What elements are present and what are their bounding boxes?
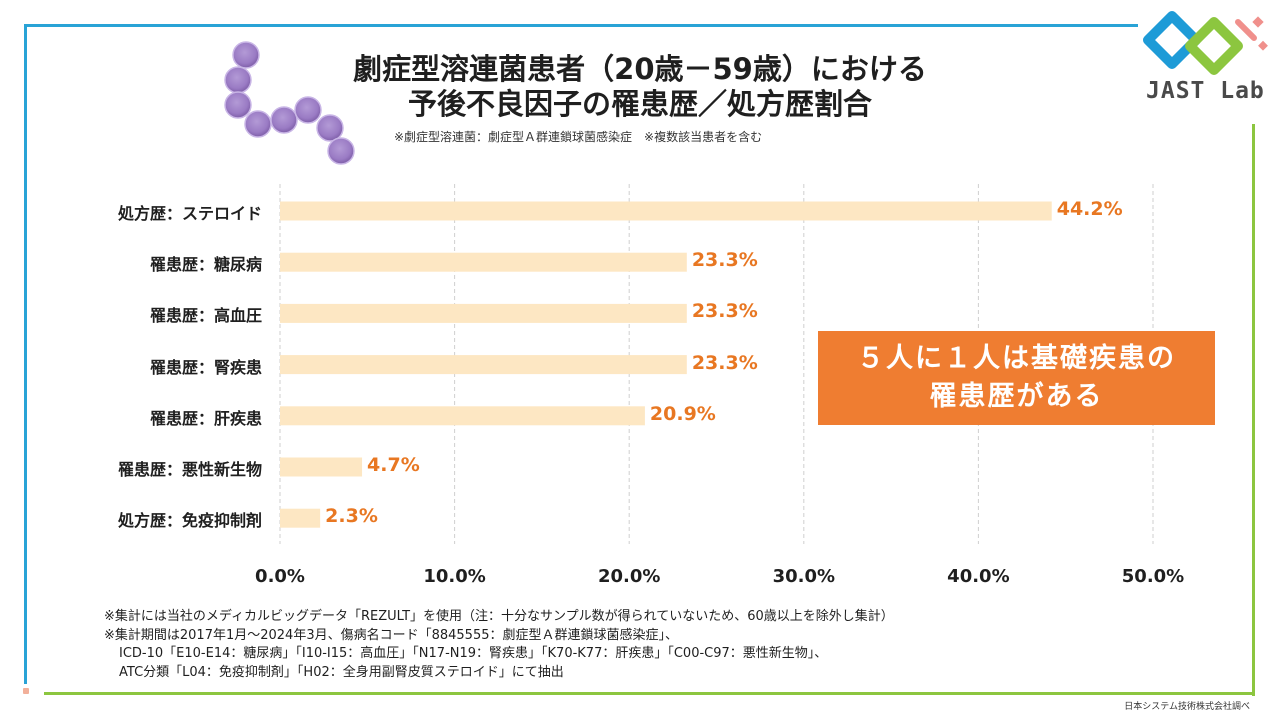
callout-box: ５人に１人は基礎疾患の 罹患歴がある	[818, 331, 1215, 425]
chart-title: 劇症型溶連菌患者（20歳－59歳）における 予後不良因子の罹患歴／処方歴割合	[240, 52, 1040, 122]
value-label: 44.2%	[1056, 198, 1123, 220]
chart-title-line2: 予後不良因子の罹患歴／処方歴割合	[407, 87, 872, 121]
value-label: 23.3%	[691, 249, 758, 272]
jast-lab-logo-icon	[1143, 11, 1268, 75]
bar	[280, 508, 321, 528]
logo-text: JAST Lab	[1146, 78, 1265, 104]
chart-subtitle: ※劇症型溶連菌：劇症型Ａ群連鎖球菌感染症 ※複数該当患者を含む	[394, 130, 763, 144]
corner-dot	[23, 688, 29, 694]
frame-left-line	[24, 24, 27, 684]
value-label: 2.3%	[325, 505, 378, 528]
streptococcus-illustration	[224, 41, 355, 165]
footnote-line: ※集計には当社のメディカルビッグデータ「REZULT」を使用（注：十分なサンプル…	[104, 609, 894, 624]
bar	[280, 457, 363, 477]
callout-line2: 罹患歴がある	[929, 381, 1104, 412]
frame-right-line	[1252, 124, 1255, 696]
x-tick-label: 20.0%	[597, 566, 661, 587]
value-label: 23.3%	[691, 300, 758, 323]
category-label: 罹患歴：糖尿病	[149, 255, 262, 275]
category-label: 処方歴：免疫抑制剤	[117, 511, 262, 531]
x-tick-label: 40.0%	[947, 566, 1010, 587]
x-tick-label: 50.0%	[1121, 566, 1185, 587]
x-tick-label: 30.0%	[772, 566, 836, 587]
category-label: 罹患歴：高血圧	[149, 306, 262, 326]
chart-title-line1: 劇症型溶連菌患者（20歳－59歳）における	[353, 52, 927, 86]
bar	[280, 252, 687, 272]
bar	[280, 406, 645, 426]
value-label: 23.3%	[691, 351, 758, 374]
footnote-line: ※集計期間は2017年1月～2024年3月、傷病名コード「8845555：劇症型…	[104, 627, 678, 643]
callout-line1: ５人に１人は基礎疾患の	[857, 343, 1176, 374]
footnote-line: ICD-10「E10-E14：糖尿病」「I10-I15：高血圧」「N17-N19…	[119, 646, 828, 661]
value-label: 20.9%	[649, 402, 716, 425]
x-tick-label: 10.0%	[423, 566, 486, 587]
footnote-line: ATC分類「L04：免疫抑制剤」「H02：全身用副腎皮質ステロイド」にて抽出	[119, 664, 564, 680]
category-label: 罹患歴：肝疾患	[149, 408, 262, 428]
source-credit: 日本システム技術株式会社調べ	[1124, 702, 1250, 712]
frame-top-line	[24, 24, 1138, 27]
x-tick-label: 0.0%	[255, 566, 305, 587]
bar	[280, 355, 687, 375]
bar	[280, 303, 687, 323]
category-label: 処方歴：ステロイド	[117, 204, 262, 223]
category-label: 罹患歴：腎疾患	[149, 357, 262, 377]
bar	[280, 201, 1052, 221]
footnotes: ※集計には当社のメディカルビッグデータ「REZULT」を使用（注：十分なサンプル…	[104, 608, 894, 682]
value-label: 4.7%	[367, 454, 420, 476]
frame-bottom-line	[44, 692, 1255, 695]
category-label: 罹患歴：悪性新生物	[117, 460, 262, 479]
